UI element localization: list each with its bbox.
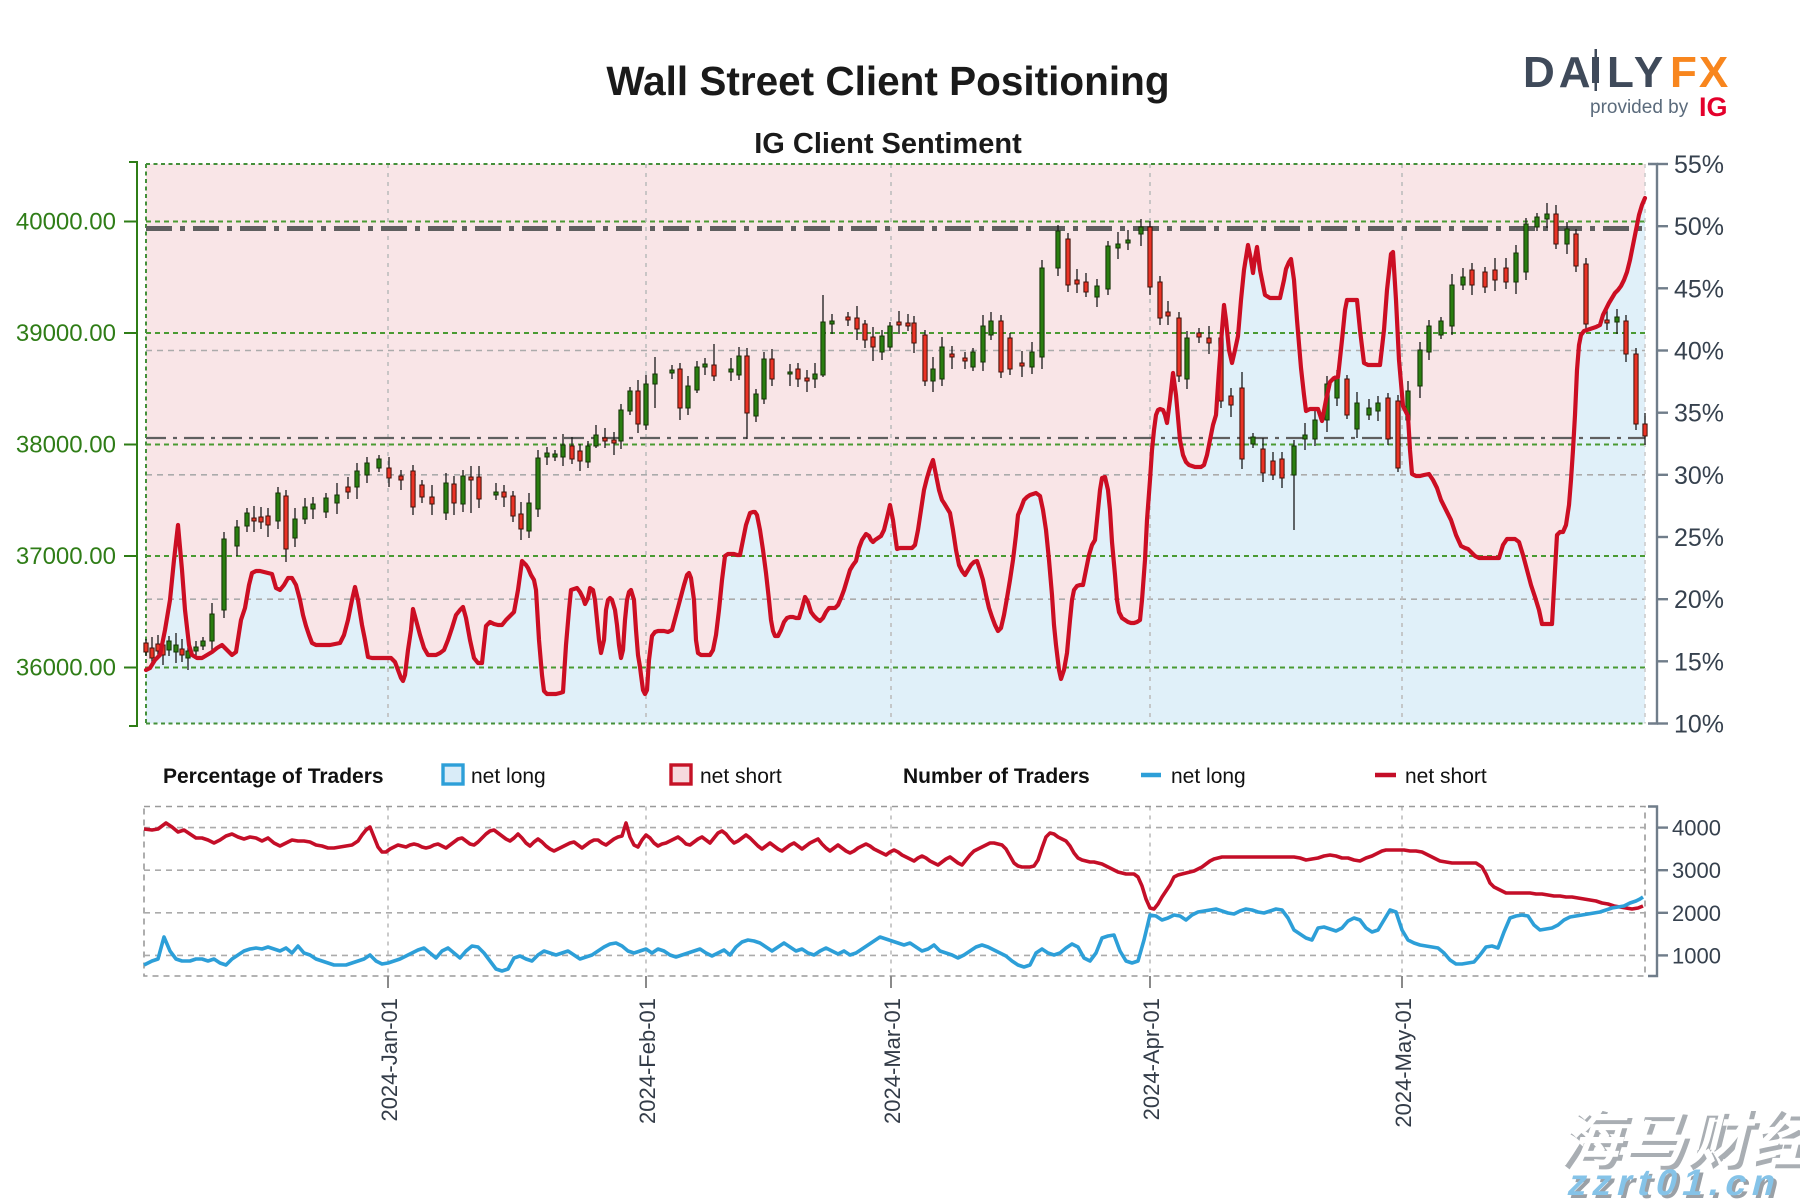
svg-text:IG Client Sentiment: IG Client Sentiment	[754, 128, 1022, 160]
svg-text:30%: 30%	[1674, 462, 1724, 490]
svg-text:45%: 45%	[1674, 275, 1724, 303]
svg-text:4000: 4000	[1672, 816, 1721, 841]
svg-text:10%: 10%	[1674, 711, 1724, 739]
svg-text:Wall Street Client Positioning: Wall Street Client Positioning	[606, 58, 1169, 104]
svg-text:net short: net short	[1405, 765, 1487, 788]
svg-text:55%: 55%	[1674, 151, 1724, 179]
svg-text:DA: DA	[1523, 48, 1595, 97]
svg-text:25%: 25%	[1674, 524, 1724, 552]
svg-text:海马财经: 海马财经	[1555, 1105, 1800, 1174]
svg-text:2024-Feb-01: 2024-Feb-01	[635, 998, 660, 1124]
svg-text:2024-Jan-01: 2024-Jan-01	[377, 998, 402, 1122]
svg-text:2000: 2000	[1672, 901, 1721, 926]
svg-text:IG: IG	[1699, 92, 1728, 122]
svg-text:LY: LY	[1607, 48, 1667, 97]
svg-text:FX: FX	[1670, 48, 1730, 97]
svg-text:1000: 1000	[1672, 943, 1721, 968]
svg-text:36000.00: 36000.00	[16, 655, 116, 682]
svg-text:zzrt01.cn: zzrt01.cn	[1564, 1162, 1787, 1200]
svg-text:40%: 40%	[1674, 338, 1724, 366]
svg-text:net long: net long	[471, 765, 546, 788]
svg-text:20%: 20%	[1674, 586, 1724, 614]
svg-text:3000: 3000	[1672, 858, 1721, 883]
svg-text:海马财经: 海马财经	[1559, 1109, 1800, 1178]
svg-text:2024-May-01: 2024-May-01	[1391, 998, 1416, 1128]
svg-text:39000.00: 39000.00	[16, 320, 116, 347]
svg-text:40000.00: 40000.00	[16, 209, 116, 236]
svg-text:provided by: provided by	[1590, 97, 1689, 118]
svg-text:net short: net short	[700, 765, 782, 788]
svg-text:50%: 50%	[1674, 213, 1724, 241]
svg-text:Percentage of Traders: Percentage of Traders	[163, 765, 384, 788]
svg-text:35%: 35%	[1674, 400, 1724, 428]
svg-text:2024-Mar-01: 2024-Mar-01	[880, 998, 905, 1124]
svg-text:zzrt01.cn: zzrt01.cn	[1567, 1165, 1790, 1200]
svg-text:37000.00: 37000.00	[16, 543, 116, 570]
svg-text:2024-Apr-01: 2024-Apr-01	[1139, 998, 1164, 1120]
svg-text:38000.00: 38000.00	[16, 432, 116, 459]
svg-text:net long: net long	[1171, 765, 1246, 788]
svg-text:15%: 15%	[1674, 648, 1724, 676]
svg-text:Number of Traders: Number of Traders	[903, 765, 1090, 788]
